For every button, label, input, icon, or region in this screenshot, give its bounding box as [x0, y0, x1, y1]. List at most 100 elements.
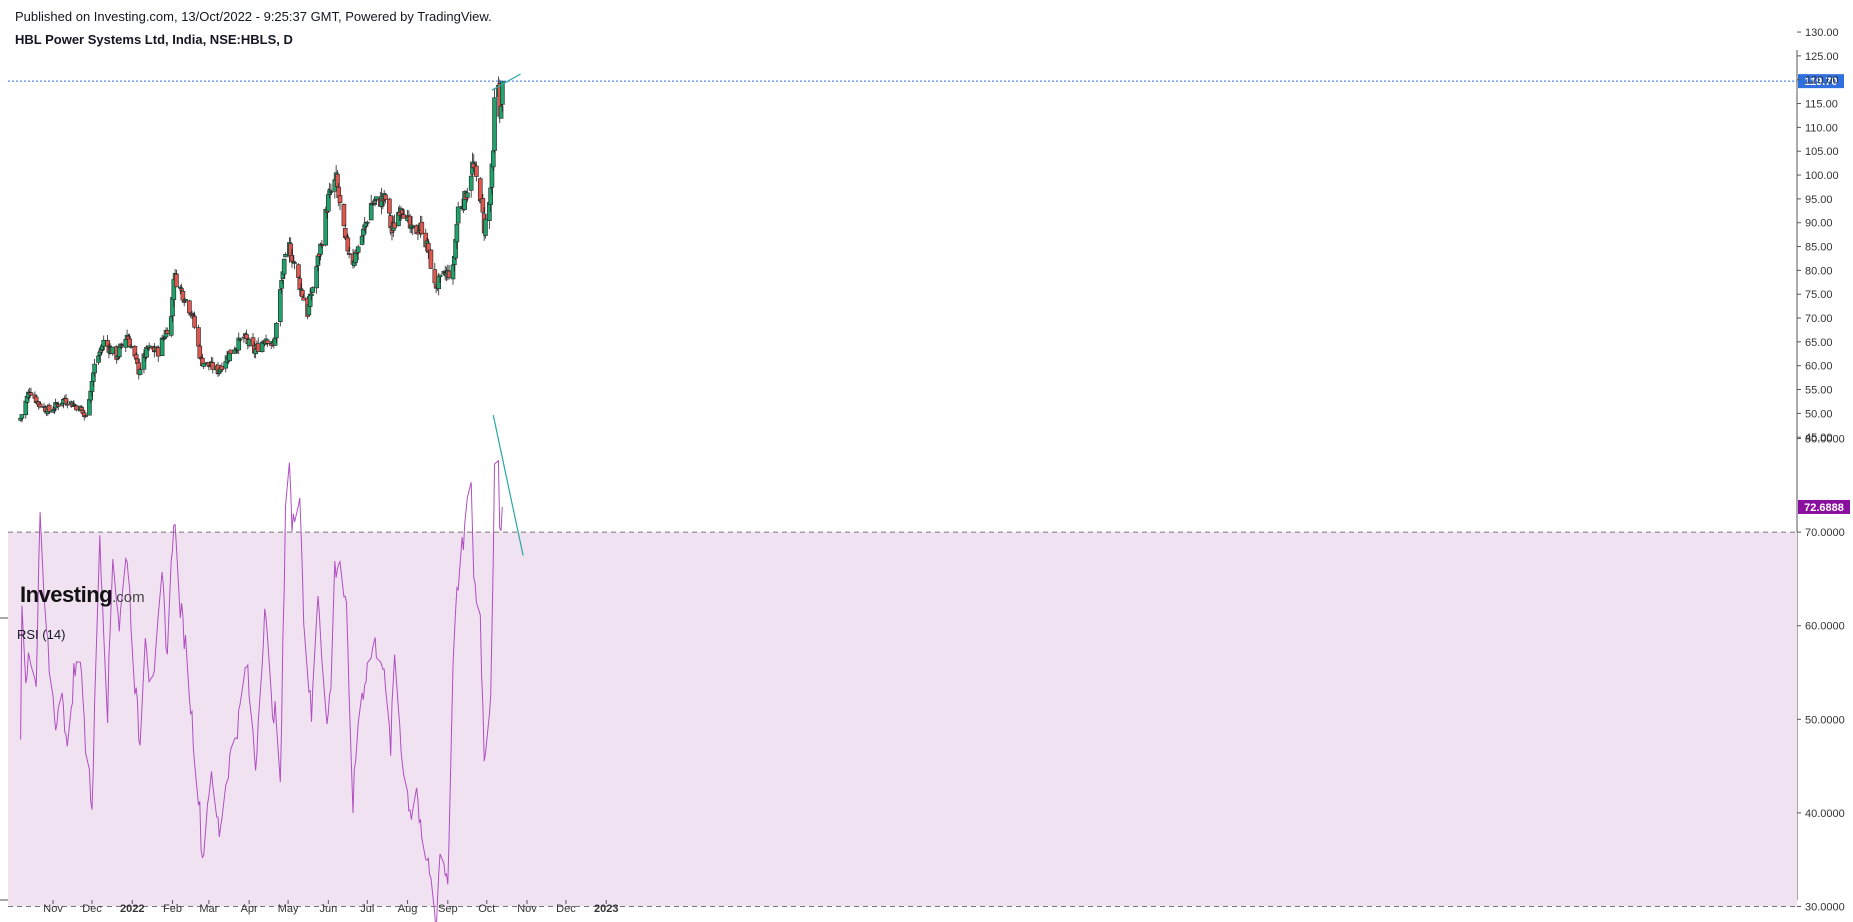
candle-body: [341, 204, 347, 227]
candle: [355, 244, 361, 261]
last-price-tag: [1798, 74, 1844, 89]
candle-body: [383, 194, 388, 200]
candle: [237, 338, 243, 342]
price-tick-label: 95.00: [1805, 194, 1833, 206]
chart-overlays: 119.70 72.6888: [8, 73, 1850, 556]
candle: [361, 228, 366, 243]
candle-body: [105, 340, 110, 347]
candle-body: [178, 286, 183, 289]
price-tick-label: 130.00: [1805, 27, 1839, 39]
candle-body: [314, 266, 319, 289]
rsi-tick-label: 80.0000: [1805, 434, 1845, 446]
candle: [228, 349, 234, 354]
candle: [265, 339, 270, 348]
candle-body: [401, 214, 406, 219]
price-tick-label: 75.00: [1805, 289, 1833, 301]
rsi-tick-label: 60.0000: [1805, 621, 1845, 633]
candle-body: [19, 414, 25, 419]
price-tick-label: 80.00: [1805, 265, 1833, 277]
candle-body: [187, 300, 192, 314]
rsi-trendline: [492, 415, 524, 556]
candle-body: [296, 264, 301, 279]
candle-body: [283, 254, 288, 258]
rsi-value-tag: [1798, 499, 1850, 514]
candle: [341, 203, 347, 227]
candle: [432, 262, 438, 285]
published-caption: Published on Investing.com, 13/Oct/2022 …: [15, 9, 492, 24]
candle-body: [146, 345, 152, 348]
candle: [464, 187, 470, 203]
candle: [187, 299, 192, 316]
candle-body: [500, 80, 505, 105]
time-tick-label: Nov: [43, 903, 63, 915]
price-tick-label: 110.00: [1805, 122, 1838, 134]
candle-body: [119, 344, 125, 347]
investing-logo: Investing.com: [20, 582, 145, 607]
candle-body: [162, 337, 168, 339]
candle-body: [432, 269, 438, 284]
candle-body: [345, 237, 351, 252]
candle-body: [244, 334, 249, 340]
candle: [63, 394, 69, 405]
candle: [474, 161, 479, 182]
candle-body: [83, 415, 88, 418]
candle-body: [337, 195, 343, 204]
rsi-tick-label: 70.0000: [1805, 527, 1845, 539]
candle-body: [310, 287, 316, 293]
candle-body: [190, 314, 196, 317]
candle-body: [168, 316, 174, 336]
rsi-line: [20, 459, 503, 922]
candle-body: [181, 301, 187, 303]
candle: [283, 252, 288, 258]
candle: [183, 298, 188, 304]
price-tick-label: 50.00: [1805, 408, 1833, 420]
candle-body: [228, 349, 234, 354]
candle-body: [492, 97, 497, 151]
time-tick-label: Oct: [478, 903, 495, 915]
candle-body: [37, 403, 43, 408]
candle: [328, 183, 334, 195]
time-tick-label: Jul: [360, 903, 374, 915]
candle-body: [219, 365, 225, 371]
candle-body: [237, 338, 243, 341]
time-tick-label: Aug: [398, 903, 418, 915]
price-tick-label: 125.00: [1805, 51, 1839, 63]
candle-body: [346, 252, 352, 255]
time-tick-label: Apr: [241, 903, 258, 915]
candle: [201, 363, 206, 370]
candle: [110, 346, 116, 356]
time-tick-label: Jun: [319, 903, 337, 915]
candle: [277, 286, 283, 327]
candle-body: [309, 293, 314, 297]
candle: [168, 316, 174, 338]
candle-body: [454, 223, 460, 243]
candle: [426, 238, 431, 259]
candle-body: [490, 150, 496, 168]
candle-body: [480, 198, 486, 213]
candle-body: [110, 346, 116, 354]
candle-body: [368, 203, 374, 221]
candle: [477, 176, 483, 202]
candle-body: [298, 288, 304, 291]
rsi-tick-label: 40.0000: [1805, 808, 1845, 820]
candle-body: [96, 355, 101, 363]
candle: [345, 233, 351, 256]
candle-body: [319, 244, 325, 247]
candle-body: [374, 196, 379, 200]
candle-body: [74, 405, 79, 411]
price-tick-label: 105.00: [1805, 146, 1839, 158]
candle-body: [179, 288, 184, 291]
candle: [419, 215, 425, 236]
candle: [300, 289, 305, 299]
candle-body: [97, 351, 103, 356]
candle-body: [52, 408, 57, 411]
candle-body: [171, 279, 177, 300]
time-tick-label: Dec: [556, 903, 576, 915]
candle-body: [101, 339, 107, 347]
candle-body: [128, 345, 134, 348]
candle-body: [498, 105, 504, 119]
candle: [180, 290, 186, 303]
price-tick-label: 65.00: [1805, 337, 1833, 349]
price-tick-label: 120.00: [1805, 75, 1839, 87]
